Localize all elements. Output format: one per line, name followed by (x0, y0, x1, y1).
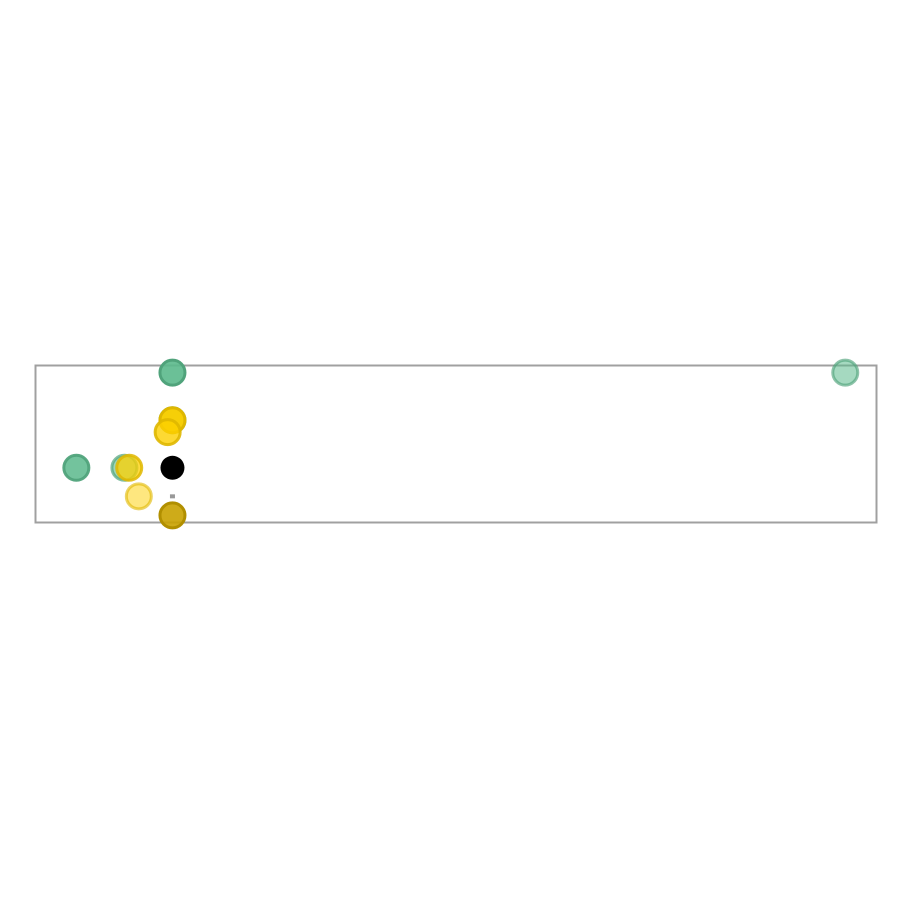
data-point-green-4 (831, 358, 860, 387)
data-point-dark_yellow-0 (158, 501, 187, 530)
data-point-gray-0 (169, 494, 175, 499)
data-point-green-0 (158, 358, 187, 387)
plot-frame (34, 364, 878, 524)
data-point-yellow-3 (124, 482, 153, 511)
data-point-green-2 (62, 453, 91, 482)
data-point-yellow-1 (153, 418, 182, 447)
data-point-yellow-2 (115, 453, 144, 482)
data-point-black-0 (160, 455, 185, 480)
points-layer (62, 358, 860, 530)
